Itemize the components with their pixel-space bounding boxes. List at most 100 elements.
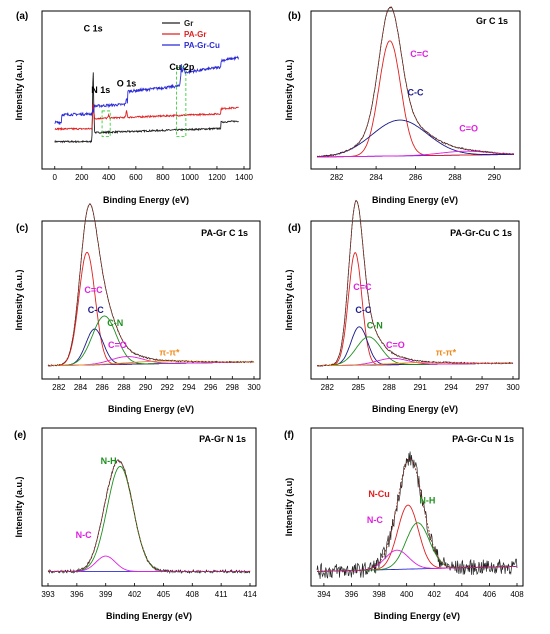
peak-annotation: N 1s [91, 85, 110, 95]
panel-label: (d) [288, 223, 301, 234]
component-peak [48, 555, 250, 572]
y-axis-label: Intensity (a.u) [284, 478, 294, 537]
x-tick-label: 282 [52, 383, 66, 392]
x-tick-label: 405 [157, 590, 171, 599]
series-line [54, 103, 239, 131]
panel-title: Gr C 1s [476, 16, 508, 26]
component-peak [317, 336, 513, 367]
x-axis-label: Binding Energy (eV) [372, 195, 458, 205]
x-tick-label: 298 [226, 383, 240, 392]
x-tick-label: 294 [182, 383, 196, 392]
envelope-fit [317, 458, 517, 572]
x-tick-label: 288 [117, 383, 131, 392]
peak-annotation: C=C [84, 285, 103, 295]
x-tick-label: 1400 [235, 173, 253, 182]
panel-label: (a) [16, 11, 28, 22]
envelope-fit [48, 203, 254, 367]
component-peak [317, 119, 514, 158]
peak-annotation: C-N [107, 318, 123, 328]
peak-annotation: C-C [355, 305, 371, 315]
x-tick-label: 297 [475, 383, 489, 392]
peak-annotation: C=C [410, 49, 429, 59]
x-tick-label: 600 [129, 173, 143, 182]
panel-f: (f) PA-Gr-Cu N 1s 394 396 398 400 402 404 406 4… [284, 427, 524, 621]
x-tick-label: 402 [128, 590, 142, 599]
peak-annotation: C=C [353, 282, 372, 292]
panel-label: (f) [284, 430, 294, 441]
peak-annotation: N-C [76, 530, 92, 540]
raw-spectrum [316, 200, 514, 367]
component-peak [48, 251, 254, 367]
component-peak [317, 252, 513, 367]
peak-annotation: C 1s [84, 24, 103, 34]
highlight-box [101, 110, 111, 137]
raw-spectrum [316, 6, 515, 158]
panel-label: (c) [16, 223, 28, 234]
x-tick-label: 400 [400, 590, 414, 599]
legend: Gr PA-Gr PA-Gr-Cu [162, 19, 220, 50]
x-tick-label: 393 [41, 590, 55, 599]
component-peak [48, 466, 250, 572]
peak-annotation: N-C [367, 515, 383, 525]
panel-label: (e) [14, 430, 26, 441]
x-tick-label: 290 [139, 383, 153, 392]
y-axis-label: Intensity (a.u.) [14, 269, 24, 330]
raw-spectrum [316, 451, 518, 579]
x-tick-label: 414 [243, 590, 257, 599]
peak-annotation: π-π* [159, 347, 180, 357]
x-axis-label: Binding Energy (eV) [374, 611, 460, 621]
plot-area: 282 285 288 291 294 297 300 C=C C-C C-NC=O π-π* [316, 199, 520, 392]
x-tick-label: 1200 [208, 173, 226, 182]
x-tick-label: 286 [96, 383, 110, 392]
x-tick-label: 294 [444, 383, 458, 392]
panel-title: PA-Gr C 1s [201, 228, 248, 238]
x-tick-label: 288 [383, 383, 397, 392]
x-tick-label: 396 [345, 590, 359, 599]
panel-label: (b) [288, 11, 301, 22]
panel-title: PA-Gr N 1s [199, 434, 246, 444]
x-tick-label: 1000 [181, 173, 199, 182]
x-tick-label: 0 [53, 173, 58, 182]
x-tick-label: 800 [156, 173, 170, 182]
peak-annotation: N-H [101, 456, 117, 466]
x-axis-label: Binding Energy (eV) [372, 404, 458, 414]
plot-area: 394 396 398 400 402 404 406 408 N-Cu N-H N-C [316, 451, 524, 599]
series-line [54, 55, 240, 126]
plot-frame [310, 427, 524, 587]
legend-entry: PA-Gr [184, 30, 207, 39]
legend-entry: PA-Gr-Cu [184, 41, 220, 50]
x-tick-label: 396 [70, 590, 84, 599]
peak-annotation: C=O [108, 340, 127, 350]
x-tick-label: 408 [186, 590, 200, 599]
x-tick-label: 296 [204, 383, 218, 392]
peak-annotation: N-Cu [368, 489, 390, 499]
x-tick-label: 290 [488, 173, 502, 182]
raw-spectrum [47, 459, 251, 574]
plot-frame [310, 220, 520, 380]
y-axis-label: Intensity (a.u.) [14, 59, 24, 120]
envelope-fit [317, 6, 514, 158]
x-tick-label: 404 [455, 590, 469, 599]
panel-b: (b) Gr C 1s 282 284 286 288 290 C=C C-C C=O Bin… [284, 6, 521, 205]
x-tick-label: 285 [352, 383, 366, 392]
series-line [54, 72, 239, 144]
x-tick-label: 300 [247, 383, 261, 392]
x-axis-label: Binding Energy (eV) [106, 611, 192, 621]
plot-area: 282 284 286 288 290 292 294 296 298 300 C=C C-CC-N C… [47, 203, 261, 392]
x-axis-label: Binding Energy (eV) [108, 404, 194, 414]
panel-title: PA-Gr-Cu N 1s [452, 434, 514, 444]
panel-a: (a) 0 200 400 600 800 1000 1200 1400 C 1s N 1s O 1… [14, 10, 253, 205]
peak-annotation: C=O [386, 340, 405, 350]
peak-annotation: Cu 2p [169, 62, 195, 72]
x-axis-label: Binding Energy (eV) [103, 195, 189, 205]
x-tick-label: 406 [483, 590, 497, 599]
x-tick-label: 400 [102, 173, 116, 182]
x-tick-label: 394 [317, 590, 331, 599]
x-tick-label: 200 [75, 173, 89, 182]
component-peak [317, 150, 514, 158]
envelope-fit [317, 199, 513, 367]
highlight-box [176, 67, 187, 137]
plot-frame [41, 10, 251, 170]
plot-area: 393 396 399 402 405 408 411 414 N-H N-C [41, 456, 257, 599]
